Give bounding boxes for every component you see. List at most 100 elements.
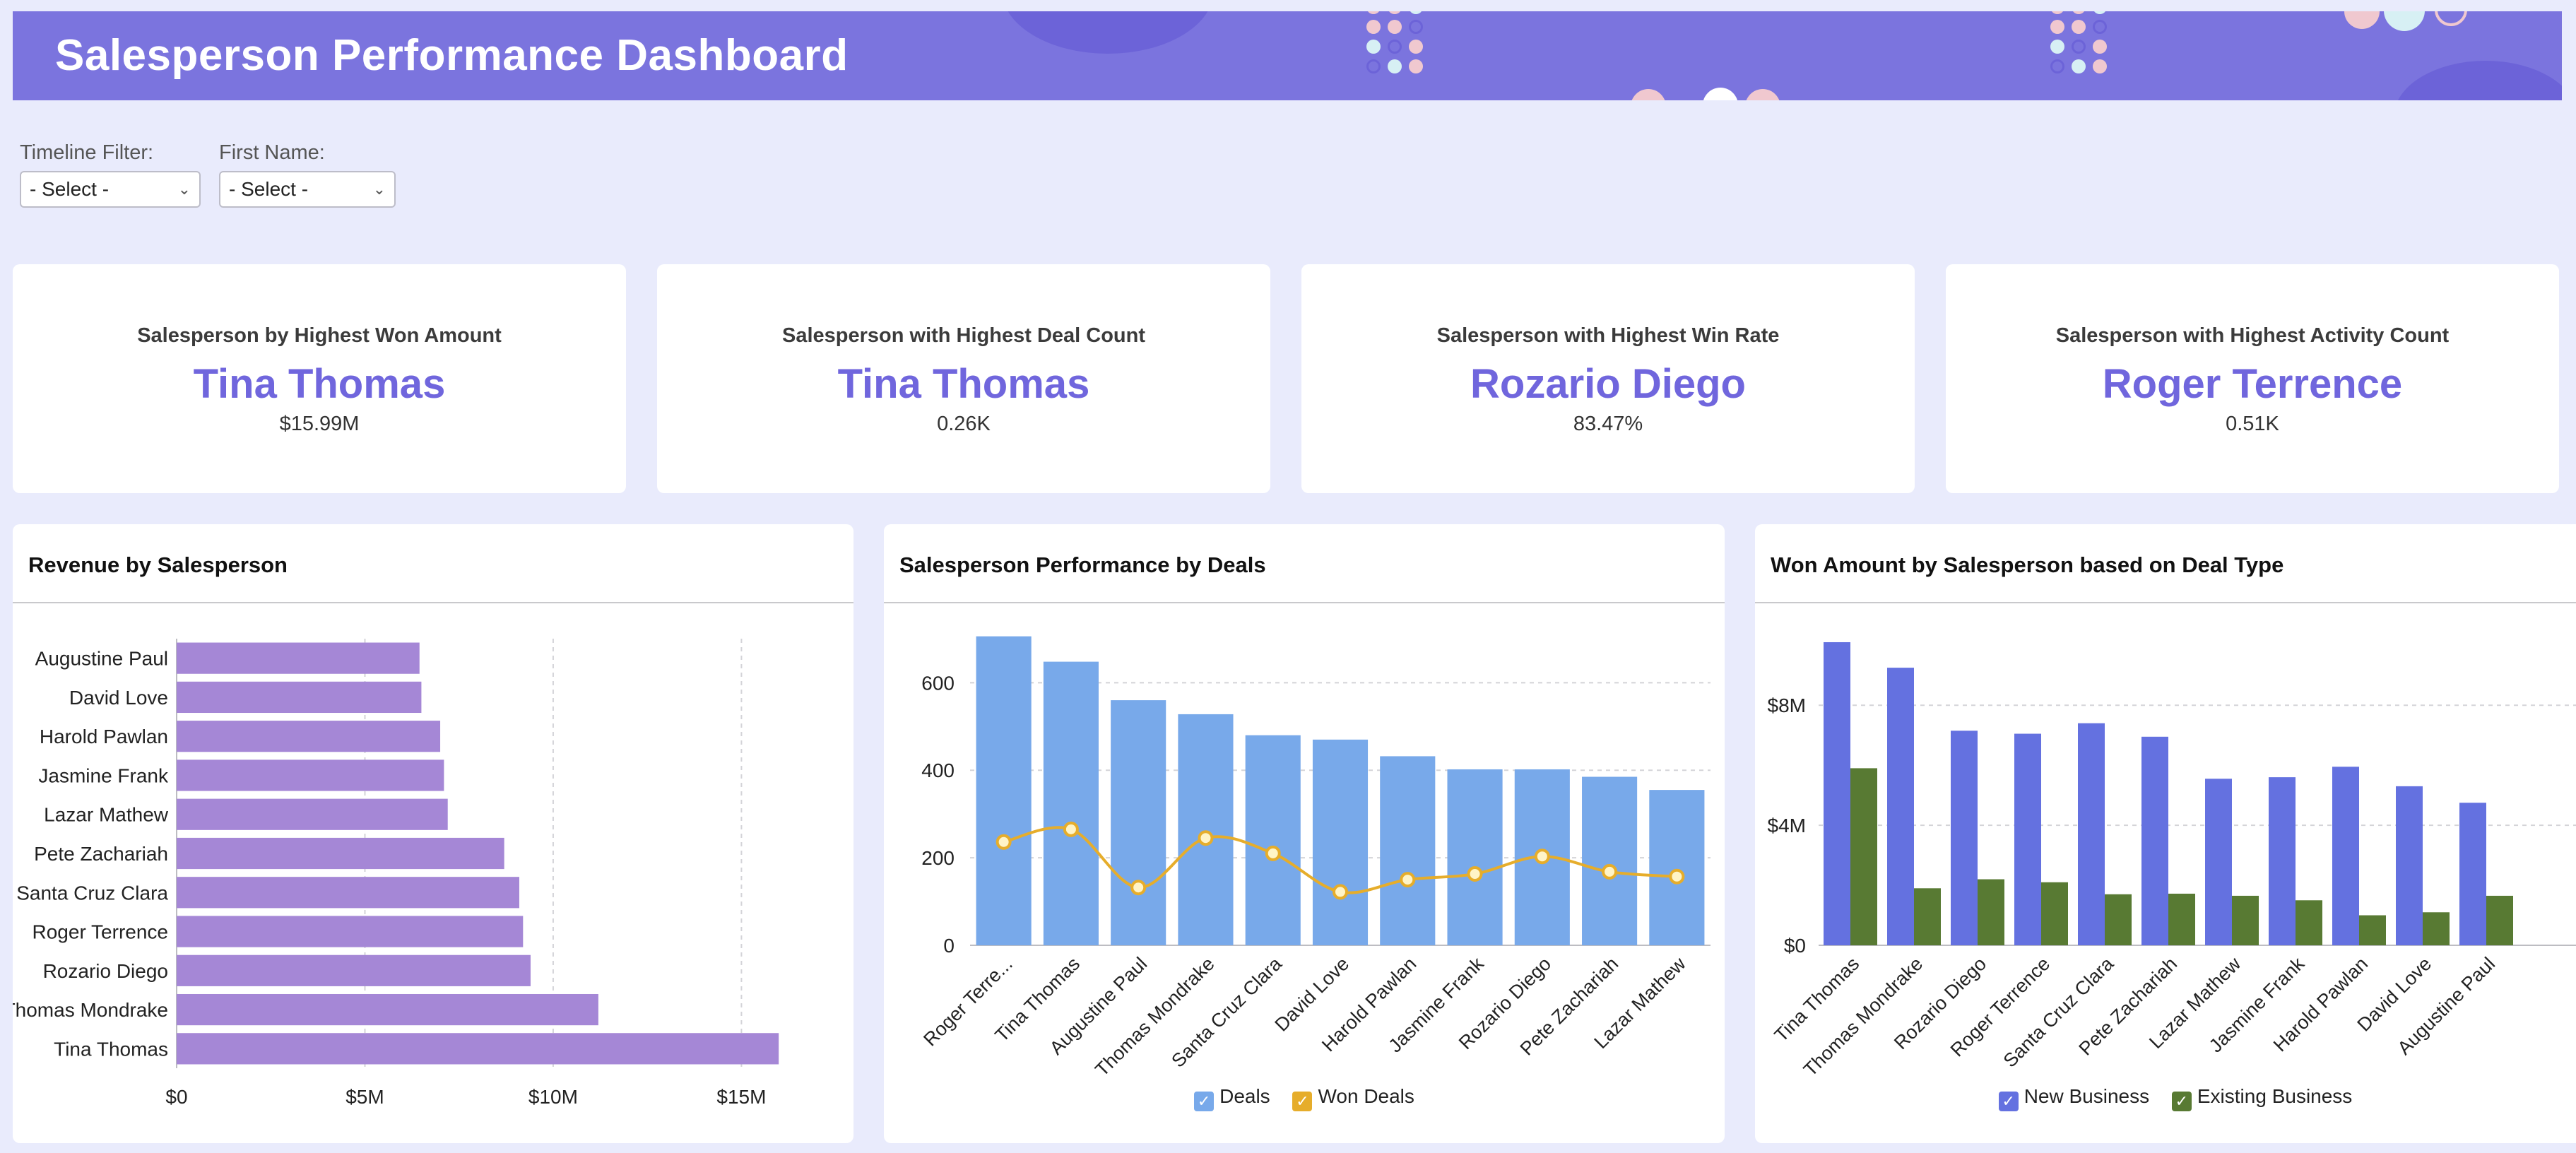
header-decoration (2050, 40, 2064, 54)
revenue-bar (177, 642, 420, 674)
header-decoration (2072, 11, 2086, 14)
header-decoration (2050, 20, 2064, 34)
kpi-label: Salesperson with Highest Activity Count (2055, 324, 2450, 347)
header-decoration (2050, 11, 2064, 14)
header-decoration (2072, 20, 2086, 34)
kpi-value: 0.26K (937, 413, 991, 435)
legend-label: Won Deals (1318, 1085, 1414, 1107)
won-amount-by-deal-type-panel: Won Amount by Salesperson based on Deal … (1755, 524, 2576, 1143)
x-tick-label: $15M (716, 1086, 766, 1108)
deals-bar (1582, 776, 1638, 945)
existing-business-bar (1978, 879, 2004, 945)
header-decoration (2384, 11, 2425, 31)
x-tick-label: $10M (528, 1086, 578, 1108)
header-decoration (2344, 11, 2380, 29)
revenue-bar (177, 721, 441, 752)
revenue-bar (177, 759, 444, 791)
kpi-value: 83.47% (1573, 413, 1643, 435)
new-business-bar (1887, 668, 1914, 945)
existing-business-bar (2486, 895, 2513, 945)
dashboard-header: Salesperson Performance Dashboard (13, 11, 2562, 100)
panel-divider (884, 602, 1725, 603)
x-tick-label: Thomas Mondrake (1091, 953, 1218, 1080)
timeline-filter: Timeline Filter: - Select - ⌄ (20, 141, 201, 208)
panel-title: Revenue by Salesperson (28, 552, 288, 577)
revenue-bar (177, 798, 448, 830)
timeline-filter-select[interactable]: - Select - ⌄ (20, 171, 201, 208)
header-decoration (2093, 40, 2107, 54)
check-icon: ✓ (1292, 1092, 1313, 1111)
first-name-filter-label: First Name: (219, 141, 325, 164)
won-deals-point (1198, 830, 1214, 846)
kpi-label: Salesperson with Highest Deal Count (781, 324, 1146, 347)
deals-bar (1245, 735, 1301, 945)
header-decoration (1409, 20, 1423, 34)
header-decoration (1409, 11, 1423, 14)
won-deals-point (1265, 845, 1281, 861)
check-icon: ✓ (1998, 1092, 2019, 1111)
won-deals-point (1534, 849, 1550, 865)
x-tick-label: $0 (165, 1086, 187, 1108)
deals-bar (1178, 714, 1234, 945)
kpi-value: 0.51K (2226, 413, 2279, 435)
header-decoration (1388, 59, 1402, 73)
won-deals-point (1333, 884, 1348, 900)
panel-title: Won Amount by Salesperson based on Deal … (1771, 552, 2284, 577)
y-tick-label: $0 (1784, 935, 1806, 957)
deals-bar (976, 636, 1032, 945)
deals-bar (1380, 756, 1436, 945)
chevron-down-icon: ⌄ (177, 180, 191, 198)
header-decoration (2050, 59, 2064, 73)
kpi-label: Salesperson with Highest Win Rate (1436, 324, 1780, 347)
kpi-card-highest-activity-count: Salesperson with Highest Activity Count … (1946, 264, 2559, 493)
new-business-bar (2396, 786, 2423, 945)
legend-item-deals[interactable]: ✓ Deals (1194, 1085, 1270, 1111)
existing-business-bar (2168, 893, 2195, 945)
revenue-bar (177, 681, 422, 714)
new-business-bar (2205, 779, 2232, 945)
won-deals-point (1467, 866, 1483, 882)
legend-item-new-business[interactable]: ✓ New Business (1998, 1085, 2149, 1111)
kpi-name: Tina Thomas (193, 361, 446, 407)
header-decoration (2093, 59, 2107, 73)
existing-business-bar (1850, 768, 1877, 945)
header-decoration (1745, 89, 1780, 100)
deals-bar (1312, 739, 1369, 945)
y-tick-label: Roger Terrence (33, 921, 168, 943)
y-tick-label: $4M (1768, 815, 1806, 836)
first-name-filter-select[interactable]: - Select - ⌄ (219, 171, 396, 208)
header-decoration (1366, 20, 1381, 34)
existing-business-bar (1914, 888, 1941, 945)
check-icon: ✓ (1194, 1092, 1215, 1111)
revenue-bar (177, 993, 598, 1026)
deals-bar (1043, 661, 1099, 945)
new-business-bar (2332, 767, 2359, 945)
chevron-down-icon: ⌄ (372, 180, 386, 198)
kpi-name: Rozario Diego (1470, 361, 1746, 407)
header-decoration (1703, 88, 1738, 100)
new-business-bar (2269, 777, 2296, 945)
revenue-bar (177, 954, 531, 986)
legend-item-existing-business[interactable]: ✓ Existing Business (2171, 1085, 2352, 1111)
y-tick-label: 400 (921, 759, 955, 781)
header-decoration (2093, 20, 2107, 34)
y-tick-label: Thomas Mondrake (13, 999, 168, 1021)
deals-legend: ✓ Deals ✓ Won Deals (884, 1085, 1725, 1111)
x-tick-label: $5M (345, 1086, 384, 1108)
deals-bar (1649, 790, 1705, 945)
legend-item-won-deals[interactable]: ✓ Won Deals (1292, 1085, 1414, 1111)
revenue-by-salesperson-panel: Revenue by Salesperson $0 $5M $10M $15M Augu… (13, 524, 853, 1143)
timeline-filter-label: Timeline Filter: (20, 141, 154, 164)
header-decoration (1388, 20, 1402, 34)
header-decoration (2093, 11, 2107, 14)
legend-label: Deals (1219, 1085, 1270, 1107)
header-decoration (1388, 40, 1402, 54)
first-name-filter-value: - Select - (229, 178, 309, 200)
existing-business-bar (2359, 915, 2386, 945)
existing-business-bar (2105, 894, 2132, 945)
y-tick-label: Pete Zachariah (34, 843, 168, 865)
revenue-bar (177, 1033, 779, 1065)
new-business-bar (2014, 733, 2041, 945)
